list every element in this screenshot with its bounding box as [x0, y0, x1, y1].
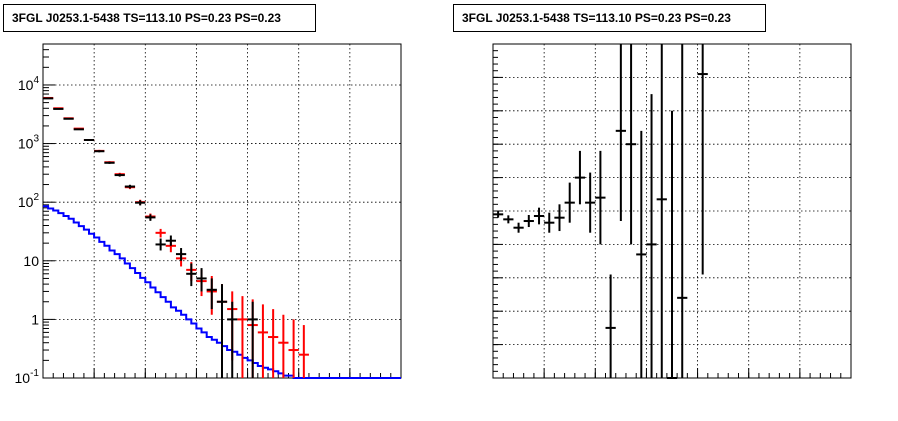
y-tick-label: 103: [18, 134, 40, 152]
model-histogram: [43, 205, 401, 379]
y-tick-label: 102: [18, 192, 40, 210]
y-tick-label: 1: [31, 311, 39, 327]
y-tick-label-base: 10: [18, 136, 34, 152]
residual-panel: [492, 43, 852, 379]
y-tick-label-base: 10: [18, 77, 34, 93]
y-tick-label-base: 1: [31, 311, 39, 327]
y-tick-label: 10-1: [15, 368, 40, 386]
y-tick-label-base: 10: [15, 370, 31, 386]
y-tick-label: 10: [23, 253, 39, 269]
y-tick-label-exponent: 3: [33, 134, 39, 145]
y-tick-label-exponent: 4: [33, 75, 39, 86]
left-chart-title: 3FGL J0253.1-5438 TS=113.10 PS=0.23 PS=0…: [3, 4, 316, 32]
y-tick-label: 104: [18, 75, 40, 93]
y-tick-label-exponent: 2: [33, 192, 39, 203]
right-chart-title: 3FGL J0253.1-5438 TS=113.10 PS=0.23 PS=0…: [453, 4, 766, 32]
y-tick-label-base: 10: [23, 253, 39, 269]
y-tick-label-exponent: -1: [30, 368, 39, 379]
y-tick-label-base: 10: [18, 194, 34, 210]
